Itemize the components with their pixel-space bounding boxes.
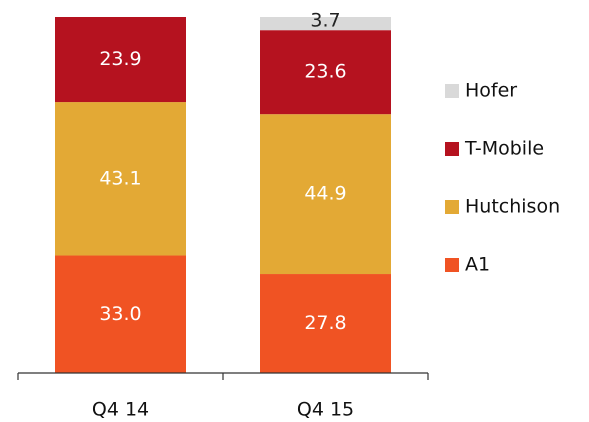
bar-segment	[55, 102, 186, 256]
data-label: 33.0	[99, 303, 141, 325]
data-label: 23.6	[304, 61, 346, 83]
data-label: 43.1	[99, 167, 141, 189]
legend-swatch	[445, 200, 459, 214]
data-label: 23.9	[99, 48, 141, 70]
bar-segment	[55, 255, 186, 373]
legend-label: A1	[465, 254, 490, 276]
bar-segment	[55, 17, 186, 103]
x-tick-label: Q4 14	[92, 399, 149, 421]
x-tick-label: Q4 15	[297, 399, 354, 421]
bar-segment	[260, 30, 391, 115]
bar-segment	[260, 274, 391, 373]
legend-label: Hutchison	[465, 196, 560, 218]
legend-swatch	[445, 142, 459, 156]
data-label: 27.8	[304, 312, 346, 334]
data-label: 3.7	[310, 10, 340, 32]
legend-label: Hofer	[465, 80, 517, 102]
legend-label: T-Mobile	[464, 138, 544, 160]
legend-swatch	[445, 84, 459, 98]
bar-segment	[260, 114, 391, 275]
bar-segment	[260, 17, 391, 31]
legend-swatch	[445, 258, 459, 272]
data-label: 44.9	[304, 183, 346, 205]
